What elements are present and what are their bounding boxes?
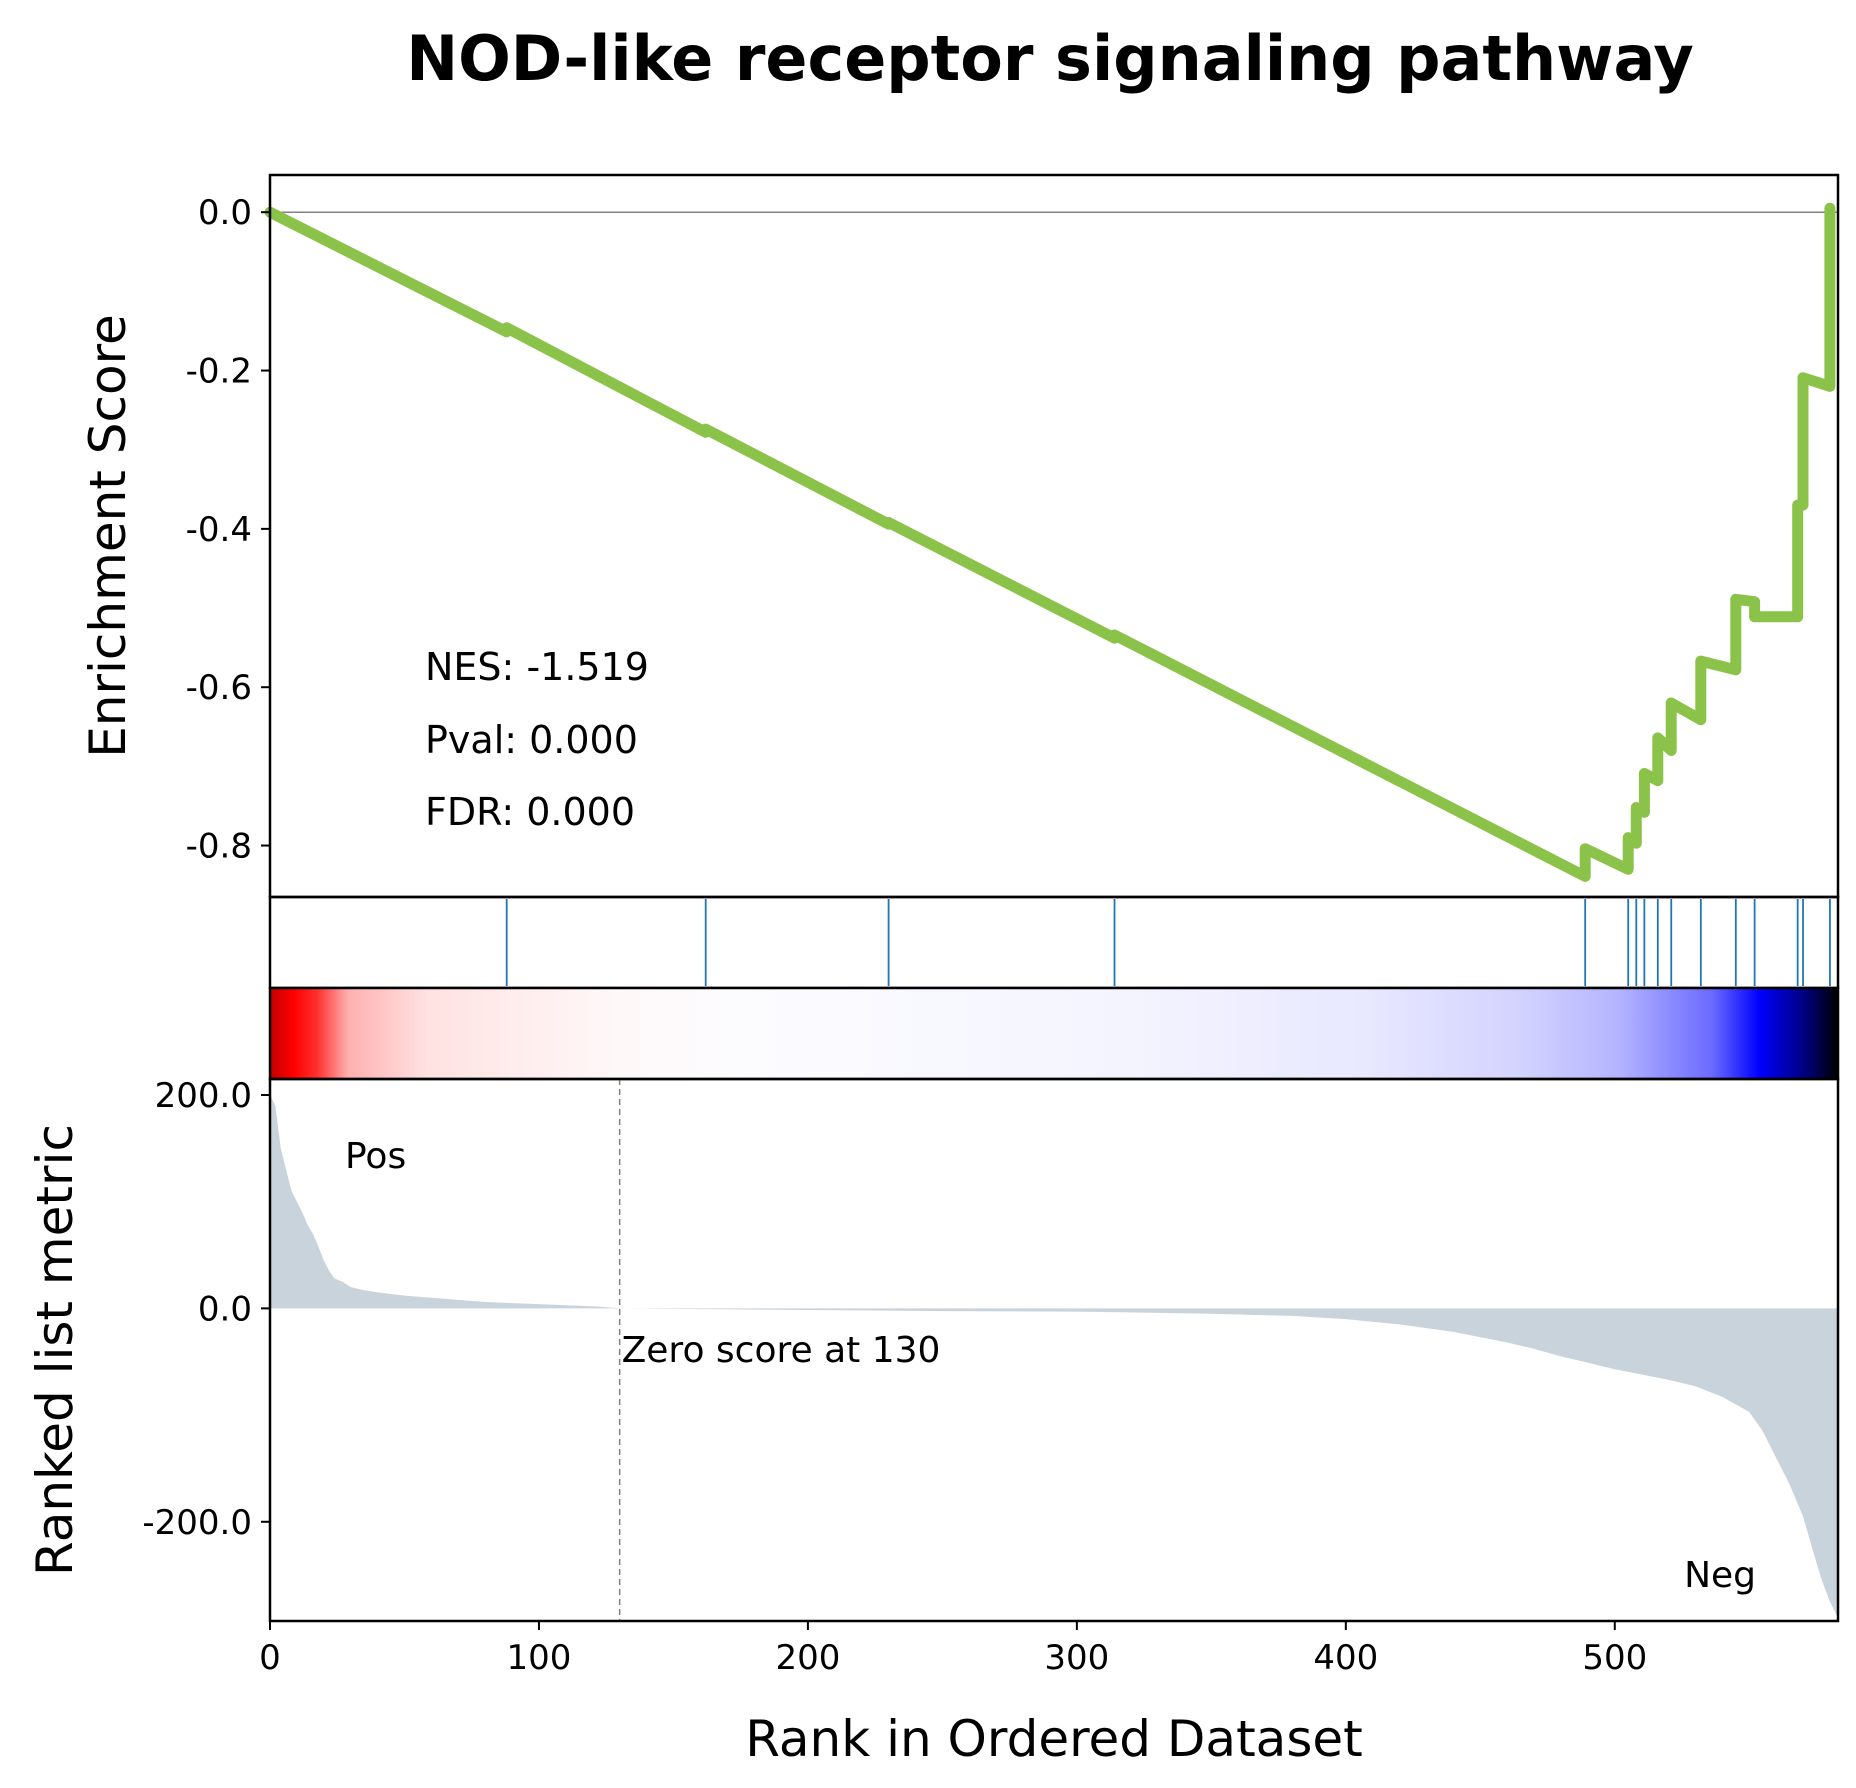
y-tick-label: -0.8	[186, 827, 252, 867]
fdr-stat: FDR: 0.000	[425, 790, 635, 834]
ranked-metric-panel-frame	[268, 1077, 1840, 1623]
y-tick-label: -0.6	[186, 668, 252, 708]
ranked-metric-y-axis: 200.0 0.0 -200.0	[142, 1076, 270, 1543]
enrichment-score-panel: 0.0 -0.2 -0.4 -0.6 -0.8 Enrichment Score NES…	[79, 173, 1840, 899]
y-tick-label: 0.0	[198, 1289, 252, 1329]
x-tick-label: 0	[259, 1638, 281, 1678]
y-tick-label: -200.0	[142, 1503, 252, 1543]
x-tick-label: 300	[1044, 1638, 1109, 1678]
rank-heatmap-panel	[268, 986, 1840, 1081]
enrichment-y-axis-title: Enrichment Score	[79, 314, 137, 758]
x-tick-label: 500	[1582, 1638, 1647, 1678]
pos-label: Pos	[345, 1136, 406, 1177]
hit-lines-group	[505, 899, 1831, 986]
rank-heatmap-bar	[270, 988, 1838, 1079]
enrichment-y-axis: 0.0 -0.2 -0.4 -0.6 -0.8	[186, 193, 270, 867]
y-tick-label: -0.4	[186, 510, 252, 550]
x-axis-title: Rank in Ordered Dataset	[745, 1710, 1362, 1768]
ranked-metric-y-axis-title: Ranked list metric	[26, 1124, 84, 1576]
zero-score-label: Zero score at 130	[622, 1330, 941, 1371]
neg-label: Neg	[1684, 1555, 1756, 1596]
enrichment-line-group	[264, 202, 1836, 882]
x-tick-label: 400	[1313, 1638, 1378, 1678]
x-axis: 0 100 200 300 400 500	[259, 1621, 1647, 1678]
y-tick-label: 0.0	[198, 193, 252, 233]
nes-stat: NES: -1.519	[425, 645, 649, 689]
x-tick-label: 100	[507, 1638, 572, 1678]
y-tick-label: -0.2	[186, 352, 252, 392]
y-tick-label: 200.0	[155, 1076, 252, 1116]
enrichment-score-line	[264, 202, 1836, 882]
pval-stat: Pval: 0.000	[425, 718, 638, 762]
x-tick-label: 200	[775, 1638, 840, 1678]
ranked-metric-panel: Zero score at 130 Pos Neg 200.0 0.0 -200.0…	[26, 1076, 1840, 1623]
chart-title: NOD-like receptor signaling pathway	[406, 22, 1694, 95]
